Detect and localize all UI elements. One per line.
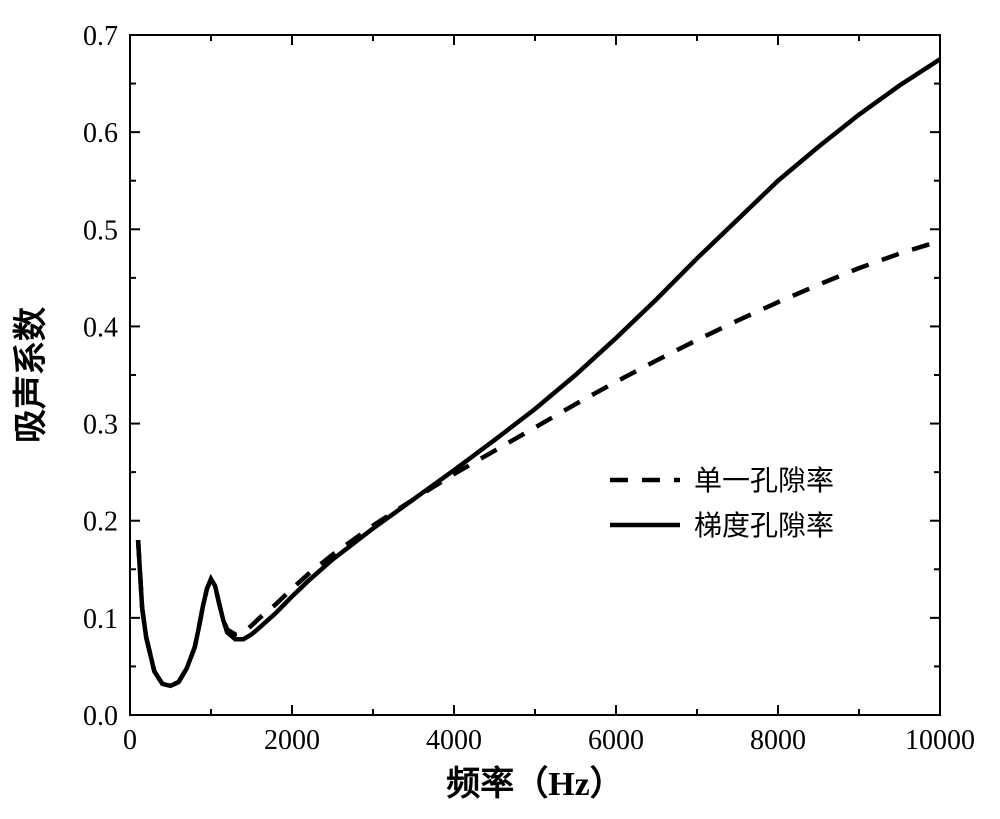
legend-label: 单一孔隙率 [694, 465, 834, 497]
chart-container: 0 2000 4000 6000 8000 10000 0.0 0.1 0.2 0.3 0.4 0.5… [0, 0, 1000, 819]
series-solid [138, 59, 940, 686]
x-tick-label: 8000 [750, 725, 806, 756]
y-tick-label: 0.7 [83, 21, 118, 52]
y-tick-label: 0.5 [83, 215, 118, 246]
y-tick-label: 0.1 [83, 604, 118, 635]
plot-border [130, 35, 940, 715]
x-axis-label: 频率（Hz） [446, 764, 624, 803]
x-tick-label: 10000 [905, 725, 975, 756]
series-dashed [138, 241, 940, 686]
x-tick-label: 4000 [426, 725, 482, 756]
y-axis-label: 吸声系数 [12, 307, 50, 443]
y-tick-label: 0.3 [83, 410, 118, 441]
y-tick-label: 0.0 [83, 701, 118, 732]
y-tick-label: 0.4 [83, 312, 118, 343]
x-tick-label: 0 [123, 725, 137, 756]
legend-label: 梯度孔隙率 [694, 510, 834, 542]
x-tick-label: 2000 [264, 725, 320, 756]
x-tick-label: 6000 [588, 725, 644, 756]
y-tick-label: 0.6 [83, 118, 118, 149]
line-chart: 0 2000 4000 6000 8000 10000 0.0 0.1 0.2 0.3 0.4 0.5… [0, 0, 1000, 819]
y-tick-label: 0.2 [83, 507, 118, 538]
